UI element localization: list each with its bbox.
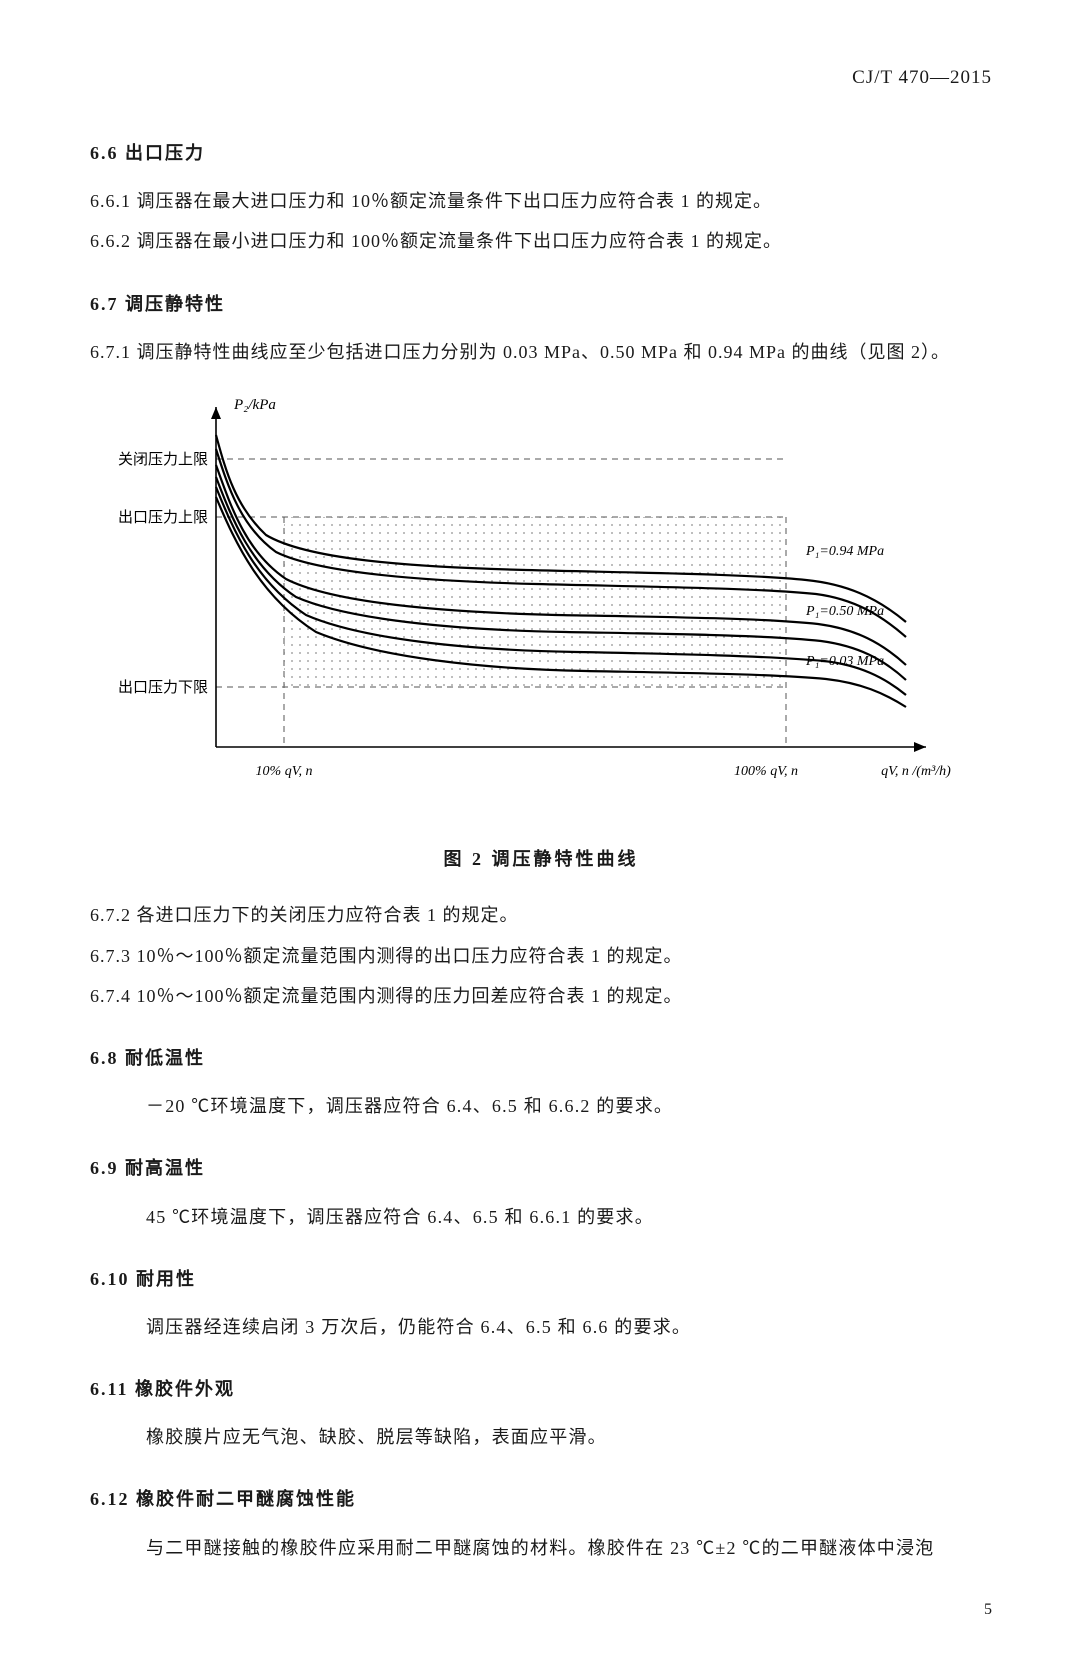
body-6-11: 橡胶膜片应无气泡、缺胶、脱层等缺陷，表面应平滑。 bbox=[146, 1420, 992, 1454]
clause-6-7-2: 6.7.2 各进口压力下的关闭压力应符合表 1 的规定。 bbox=[90, 898, 992, 932]
clause-6-6-1: 6.6.1 调压器在最大进口压力和 10％额定流量条件下出口压力应符合表 1 的… bbox=[90, 184, 992, 218]
svg-text:P₁=0.50 MPa: P₁=0.50 MPa bbox=[805, 604, 884, 619]
svg-text:100% qV, n: 100% qV, n bbox=[734, 764, 798, 779]
clause-6-7-1: 6.7.1 调压静特性曲线应至少包括进口压力分别为 0.03 MPa、0.50 … bbox=[90, 335, 992, 369]
svg-text:10% qV, n: 10% qV, n bbox=[256, 764, 313, 779]
svg-text:P₂/kPa: P₂/kPa bbox=[233, 397, 276, 413]
section-6-9-title: 6.9 耐高温性 bbox=[90, 1151, 992, 1185]
page-number: 5 bbox=[90, 1595, 992, 1625]
figure-2-chart: P₂/kPa 关闭压力上限出口压力上限出口压力下限 10% qV, n 100% qV… bbox=[90, 387, 992, 828]
section-6-8-title: 6.8 耐低温性 bbox=[90, 1041, 992, 1075]
svg-text:出口压力下限: 出口压力下限 bbox=[118, 679, 208, 696]
body-6-9: 45 ℃环境温度下，调压器应符合 6.4、6.5 和 6.6.1 的要求。 bbox=[146, 1200, 992, 1234]
svg-text:关闭压力上限: 关闭压力上限 bbox=[118, 451, 208, 468]
figure-2-caption: 图 2 调压静特性曲线 bbox=[90, 842, 992, 876]
body-6-10: 调压器经连续启闭 3 万次后，仍能符合 6.4、6.5 和 6.6 的要求。 bbox=[146, 1310, 992, 1344]
svg-text:出口压力上限: 出口压力上限 bbox=[118, 509, 208, 526]
section-6-11-title: 6.11 橡胶件外观 bbox=[90, 1372, 992, 1406]
section-6-6-title: 6.6 出口压力 bbox=[90, 136, 992, 170]
svg-text:P₁=0.03 MPa: P₁=0.03 MPa bbox=[805, 654, 884, 669]
svg-text:P₁=0.94 MPa: P₁=0.94 MPa bbox=[805, 544, 884, 559]
clause-6-6-2: 6.6.2 调压器在最小进口压力和 100％额定流量条件下出口压力应符合表 1 … bbox=[90, 224, 992, 258]
section-6-12-title: 6.12 橡胶件耐二甲醚腐蚀性能 bbox=[90, 1482, 992, 1516]
clause-6-7-4: 6.7.4 10％～100％额定流量范围内测得的压力回差应符合表 1 的规定。 bbox=[90, 979, 992, 1013]
clause-6-7-3: 6.7.3 10％～100％额定流量范围内测得的出口压力应符合表 1 的规定。 bbox=[90, 939, 992, 973]
body-6-8: －20 ℃环境温度下，调压器应符合 6.4、6.5 和 6.6.2 的要求。 bbox=[146, 1089, 992, 1123]
body-6-12: 与二甲醚接触的橡胶件应采用耐二甲醚腐蚀的材料。橡胶件在 23 ℃±2 ℃的二甲醚… bbox=[146, 1531, 992, 1565]
section-6-10-title: 6.10 耐用性 bbox=[90, 1262, 992, 1296]
section-6-7-title: 6.7 调压静特性 bbox=[90, 287, 992, 321]
svg-text:qV, n /(m³/h): qV, n /(m³/h) bbox=[881, 764, 951, 779]
doc-header: CJ/T 470—2015 bbox=[90, 60, 992, 96]
